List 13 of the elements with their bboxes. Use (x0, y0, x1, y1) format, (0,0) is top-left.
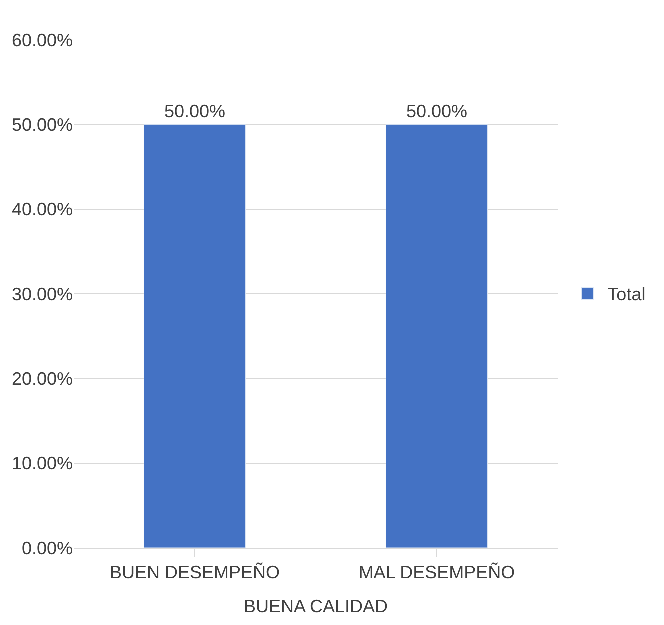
y-tick-label: 40.00% (12, 200, 73, 220)
x-tick-label: BUEN DESEMPEÑO (110, 562, 280, 583)
x-axis-title: BUENA CALIDAD (244, 596, 388, 617)
data-label: 50.00% (406, 102, 468, 122)
legend-label: Total (608, 284, 646, 305)
data-label: 50.00% (164, 102, 226, 122)
y-tick-label: 30.00% (12, 284, 73, 304)
y-tick-label: 0.00% (22, 538, 73, 558)
x-tick-label: MAL DESEMPEÑO (358, 562, 516, 583)
y-tick-label: 50.00% (12, 114, 73, 135)
y-tick-label: 60.00% (12, 30, 73, 50)
y-tick-label: 20.00% (12, 368, 73, 389)
y-tick-label: 10.00% (12, 454, 73, 474)
